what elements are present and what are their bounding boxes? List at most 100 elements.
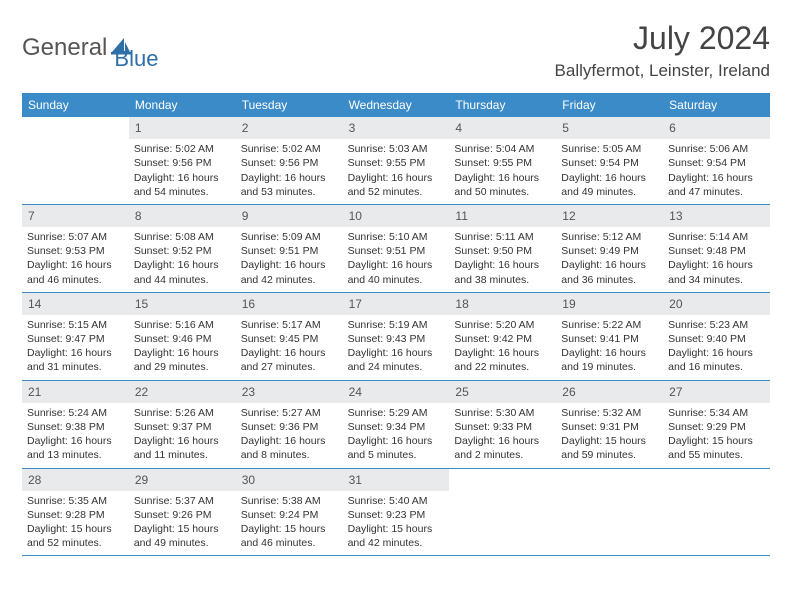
day-body: Sunrise: 5:12 AMSunset: 9:49 PMDaylight:… — [556, 227, 663, 292]
sunrise-line: Sunrise: 5:40 AM — [348, 494, 445, 508]
sunrise-line: Sunrise: 5:04 AM — [454, 142, 551, 156]
daylight-line: Daylight: 16 hours and 27 minutes. — [241, 346, 338, 374]
sunset-line: Sunset: 9:56 PM — [241, 156, 338, 170]
day-cell: 21Sunrise: 5:24 AMSunset: 9:38 PMDayligh… — [22, 381, 129, 469]
empty-cell: . — [449, 469, 556, 557]
sunset-line: Sunset: 9:34 PM — [348, 420, 445, 434]
day-number: 13 — [663, 205, 770, 227]
sunset-line: Sunset: 9:51 PM — [348, 244, 445, 258]
sunset-line: Sunset: 9:29 PM — [668, 420, 765, 434]
sunrise-line: Sunrise: 5:27 AM — [241, 406, 338, 420]
day-body: Sunrise: 5:40 AMSunset: 9:23 PMDaylight:… — [343, 491, 450, 556]
sunrise-line: Sunrise: 5:22 AM — [561, 318, 658, 332]
logo: General Blue — [22, 20, 158, 72]
day-number: 27 — [663, 381, 770, 403]
sunrise-line: Sunrise: 5:08 AM — [134, 230, 231, 244]
day-number: 12 — [556, 205, 663, 227]
daylight-line: Daylight: 16 hours and 5 minutes. — [348, 434, 445, 462]
daylight-line: Daylight: 16 hours and 42 minutes. — [241, 258, 338, 286]
day-cell: 20Sunrise: 5:23 AMSunset: 9:40 PMDayligh… — [663, 293, 770, 381]
day-body: Sunrise: 5:16 AMSunset: 9:46 PMDaylight:… — [129, 315, 236, 380]
daylight-line: Daylight: 16 hours and 8 minutes. — [241, 434, 338, 462]
daylight-line: Daylight: 16 hours and 19 minutes. — [561, 346, 658, 374]
sunrise-line: Sunrise: 5:03 AM — [348, 142, 445, 156]
sunrise-line: Sunrise: 5:19 AM — [348, 318, 445, 332]
day-number: 9 — [236, 205, 343, 227]
day-body: Sunrise: 5:38 AMSunset: 9:24 PMDaylight:… — [236, 491, 343, 556]
daylight-line: Daylight: 15 hours and 59 minutes. — [561, 434, 658, 462]
daylight-line: Daylight: 16 hours and 34 minutes. — [668, 258, 765, 286]
daylight-line: Daylight: 16 hours and 49 minutes. — [561, 171, 658, 199]
daylight-line: Daylight: 16 hours and 11 minutes. — [134, 434, 231, 462]
header: General Blue July 2024 Ballyfermot, Lein… — [22, 20, 770, 81]
day-cell: 1Sunrise: 5:02 AMSunset: 9:56 PMDaylight… — [129, 117, 236, 205]
day-body: Sunrise: 5:17 AMSunset: 9:45 PMDaylight:… — [236, 315, 343, 380]
daylight-line: Daylight: 16 hours and 47 minutes. — [668, 171, 765, 199]
day-cell: 6Sunrise: 5:06 AMSunset: 9:54 PMDaylight… — [663, 117, 770, 205]
sunrise-line: Sunrise: 5:30 AM — [454, 406, 551, 420]
day-body: Sunrise: 5:35 AMSunset: 9:28 PMDaylight:… — [22, 491, 129, 556]
sunrise-line: Sunrise: 5:29 AM — [348, 406, 445, 420]
weekday-header: Saturday — [663, 93, 770, 117]
day-cell: 5Sunrise: 5:05 AMSunset: 9:54 PMDaylight… — [556, 117, 663, 205]
day-cell: 30Sunrise: 5:38 AMSunset: 9:24 PMDayligh… — [236, 469, 343, 557]
daylight-line: Daylight: 16 hours and 24 minutes. — [348, 346, 445, 374]
daylight-line: Daylight: 16 hours and 50 minutes. — [454, 171, 551, 199]
sunset-line: Sunset: 9:36 PM — [241, 420, 338, 434]
day-number: 5 — [556, 117, 663, 139]
empty-cell: . — [22, 117, 129, 205]
day-body: Sunrise: 5:27 AMSunset: 9:36 PMDaylight:… — [236, 403, 343, 468]
sunset-line: Sunset: 9:40 PM — [668, 332, 765, 346]
day-number: 21 — [22, 381, 129, 403]
sunrise-line: Sunrise: 5:12 AM — [561, 230, 658, 244]
day-cell: 28Sunrise: 5:35 AMSunset: 9:28 PMDayligh… — [22, 469, 129, 557]
day-body: Sunrise: 5:15 AMSunset: 9:47 PMDaylight:… — [22, 315, 129, 380]
sunset-line: Sunset: 9:45 PM — [241, 332, 338, 346]
day-number: 25 — [449, 381, 556, 403]
day-cell: 26Sunrise: 5:32 AMSunset: 9:31 PMDayligh… — [556, 381, 663, 469]
empty-cell: . — [556, 469, 663, 557]
sunrise-line: Sunrise: 5:20 AM — [454, 318, 551, 332]
sunset-line: Sunset: 9:54 PM — [561, 156, 658, 170]
sunrise-line: Sunrise: 5:07 AM — [27, 230, 124, 244]
day-number: 22 — [129, 381, 236, 403]
day-cell: 2Sunrise: 5:02 AMSunset: 9:56 PMDaylight… — [236, 117, 343, 205]
daylight-line: Daylight: 16 hours and 22 minutes. — [454, 346, 551, 374]
day-cell: 27Sunrise: 5:34 AMSunset: 9:29 PMDayligh… — [663, 381, 770, 469]
day-body: Sunrise: 5:23 AMSunset: 9:40 PMDaylight:… — [663, 315, 770, 380]
day-body: Sunrise: 5:30 AMSunset: 9:33 PMDaylight:… — [449, 403, 556, 468]
sunrise-line: Sunrise: 5:10 AM — [348, 230, 445, 244]
day-number: 2 — [236, 117, 343, 139]
sunrise-line: Sunrise: 5:02 AM — [241, 142, 338, 156]
empty-cell: . — [663, 469, 770, 557]
sunset-line: Sunset: 9:55 PM — [454, 156, 551, 170]
day-cell: 12Sunrise: 5:12 AMSunset: 9:49 PMDayligh… — [556, 205, 663, 293]
day-body: Sunrise: 5:05 AMSunset: 9:54 PMDaylight:… — [556, 139, 663, 204]
weekday-header: Monday — [129, 93, 236, 117]
sunset-line: Sunset: 9:50 PM — [454, 244, 551, 258]
daylight-line: Daylight: 16 hours and 36 minutes. — [561, 258, 658, 286]
day-cell: 11Sunrise: 5:11 AMSunset: 9:50 PMDayligh… — [449, 205, 556, 293]
day-body: Sunrise: 5:20 AMSunset: 9:42 PMDaylight:… — [449, 315, 556, 380]
day-body: Sunrise: 5:32 AMSunset: 9:31 PMDaylight:… — [556, 403, 663, 468]
weekday-header: Thursday — [449, 93, 556, 117]
daylight-line: Daylight: 16 hours and 52 minutes. — [348, 171, 445, 199]
sunset-line: Sunset: 9:51 PM — [241, 244, 338, 258]
sunset-line: Sunset: 9:38 PM — [27, 420, 124, 434]
day-body: Sunrise: 5:02 AMSunset: 9:56 PMDaylight:… — [236, 139, 343, 204]
day-body: Sunrise: 5:06 AMSunset: 9:54 PMDaylight:… — [663, 139, 770, 204]
calendar-grid: SundayMondayTuesdayWednesdayThursdayFrid… — [22, 93, 770, 556]
daylight-line: Daylight: 16 hours and 40 minutes. — [348, 258, 445, 286]
day-number: 18 — [449, 293, 556, 315]
day-cell: 3Sunrise: 5:03 AMSunset: 9:55 PMDaylight… — [343, 117, 450, 205]
day-body: Sunrise: 5:03 AMSunset: 9:55 PMDaylight:… — [343, 139, 450, 204]
sunrise-line: Sunrise: 5:38 AM — [241, 494, 338, 508]
day-cell: 22Sunrise: 5:26 AMSunset: 9:37 PMDayligh… — [129, 381, 236, 469]
day-body: Sunrise: 5:24 AMSunset: 9:38 PMDaylight:… — [22, 403, 129, 468]
daylight-line: Daylight: 16 hours and 16 minutes. — [668, 346, 765, 374]
day-number: 11 — [449, 205, 556, 227]
day-cell: 25Sunrise: 5:30 AMSunset: 9:33 PMDayligh… — [449, 381, 556, 469]
day-number: 8 — [129, 205, 236, 227]
month-title: July 2024 — [555, 20, 770, 57]
sunrise-line: Sunrise: 5:35 AM — [27, 494, 124, 508]
